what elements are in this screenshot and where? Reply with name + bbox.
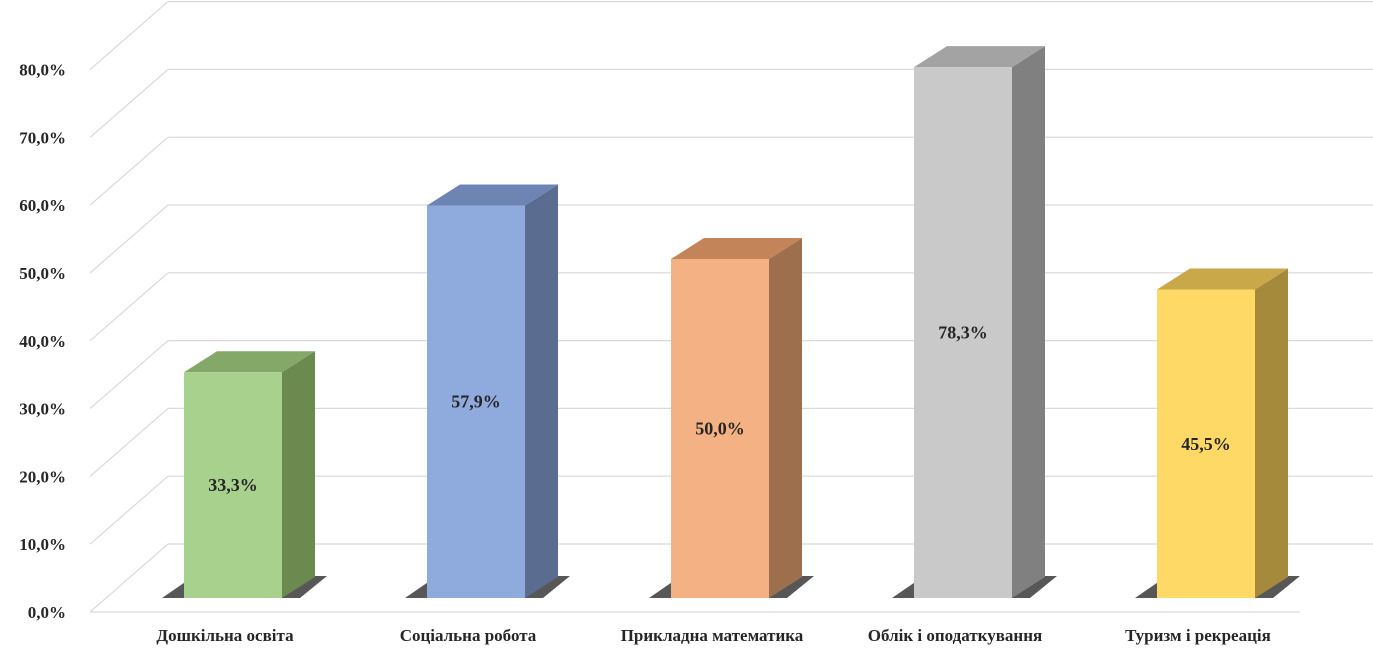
data-label: 78,3% xyxy=(938,323,988,343)
gridline-depth xyxy=(89,272,169,342)
bar: 45,5% xyxy=(1135,268,1300,598)
x-tick-label: Дошкільна освіта xyxy=(156,626,294,645)
data-label: 45,5% xyxy=(1181,434,1231,454)
y-tick-label: 0,0% xyxy=(28,603,66,622)
gridline-depth xyxy=(89,475,169,545)
bar-top xyxy=(914,46,1045,68)
x-tick-label: Облік і оподаткування xyxy=(868,626,1042,645)
bar-top xyxy=(184,351,315,373)
bar-front xyxy=(427,205,525,599)
bar-side xyxy=(282,351,315,598)
y-tick-label: 40,0% xyxy=(19,332,66,351)
x-tick-label: Туризм і рекреація xyxy=(1125,626,1271,645)
bar: 78,3% xyxy=(892,46,1057,599)
bar-side xyxy=(769,238,802,598)
bar-front xyxy=(914,67,1012,599)
gridline-depth xyxy=(89,204,169,274)
gridline-depth xyxy=(89,136,169,206)
data-label: 33,3% xyxy=(208,475,258,495)
y-axis: 0,0% 10,0% 20,0% 30,0% 40,0% 50,0% 60,0% 70,0% 8… xyxy=(19,61,66,622)
gridline-depth xyxy=(89,407,169,477)
y-tick-label: 20,0% xyxy=(19,467,66,486)
bar-side xyxy=(1012,46,1045,599)
bar-front xyxy=(671,259,769,598)
bar-front xyxy=(1157,289,1255,598)
y-tick-label: 10,0% xyxy=(19,535,66,554)
gridline-depth xyxy=(89,1,169,71)
y-tick-label: 50,0% xyxy=(19,264,66,283)
bar-front xyxy=(184,372,282,598)
y-tick-label: 30,0% xyxy=(19,400,66,419)
data-label: 57,9% xyxy=(451,392,501,412)
y-tick-label: 60,0% xyxy=(19,196,66,215)
bar-top xyxy=(1157,268,1288,290)
bar: 50,0% xyxy=(649,238,814,598)
y-tick-label: 80,0% xyxy=(19,61,66,80)
gridline-depth xyxy=(89,68,169,138)
bar-side xyxy=(525,184,558,599)
gridline-depth xyxy=(89,543,169,613)
bar: 33,3% xyxy=(162,351,327,598)
y-tick-label: 70,0% xyxy=(19,128,66,147)
x-tick-label: Прикладна математика xyxy=(621,626,804,645)
bars: 33,3% 57,9% 50,0% 78,3% 45,5% xyxy=(162,46,1300,599)
data-label: 50,0% xyxy=(695,419,745,439)
x-tick-label: Соціальна робота xyxy=(400,626,537,645)
bar: 57,9% xyxy=(405,184,570,599)
bar-top xyxy=(427,184,558,206)
bar-side xyxy=(1255,268,1288,598)
bar-top xyxy=(671,238,802,259)
x-axis: Дошкільна освіта Соціальна робота Прикладн… xyxy=(156,626,1270,645)
gridline-depth xyxy=(89,340,169,410)
